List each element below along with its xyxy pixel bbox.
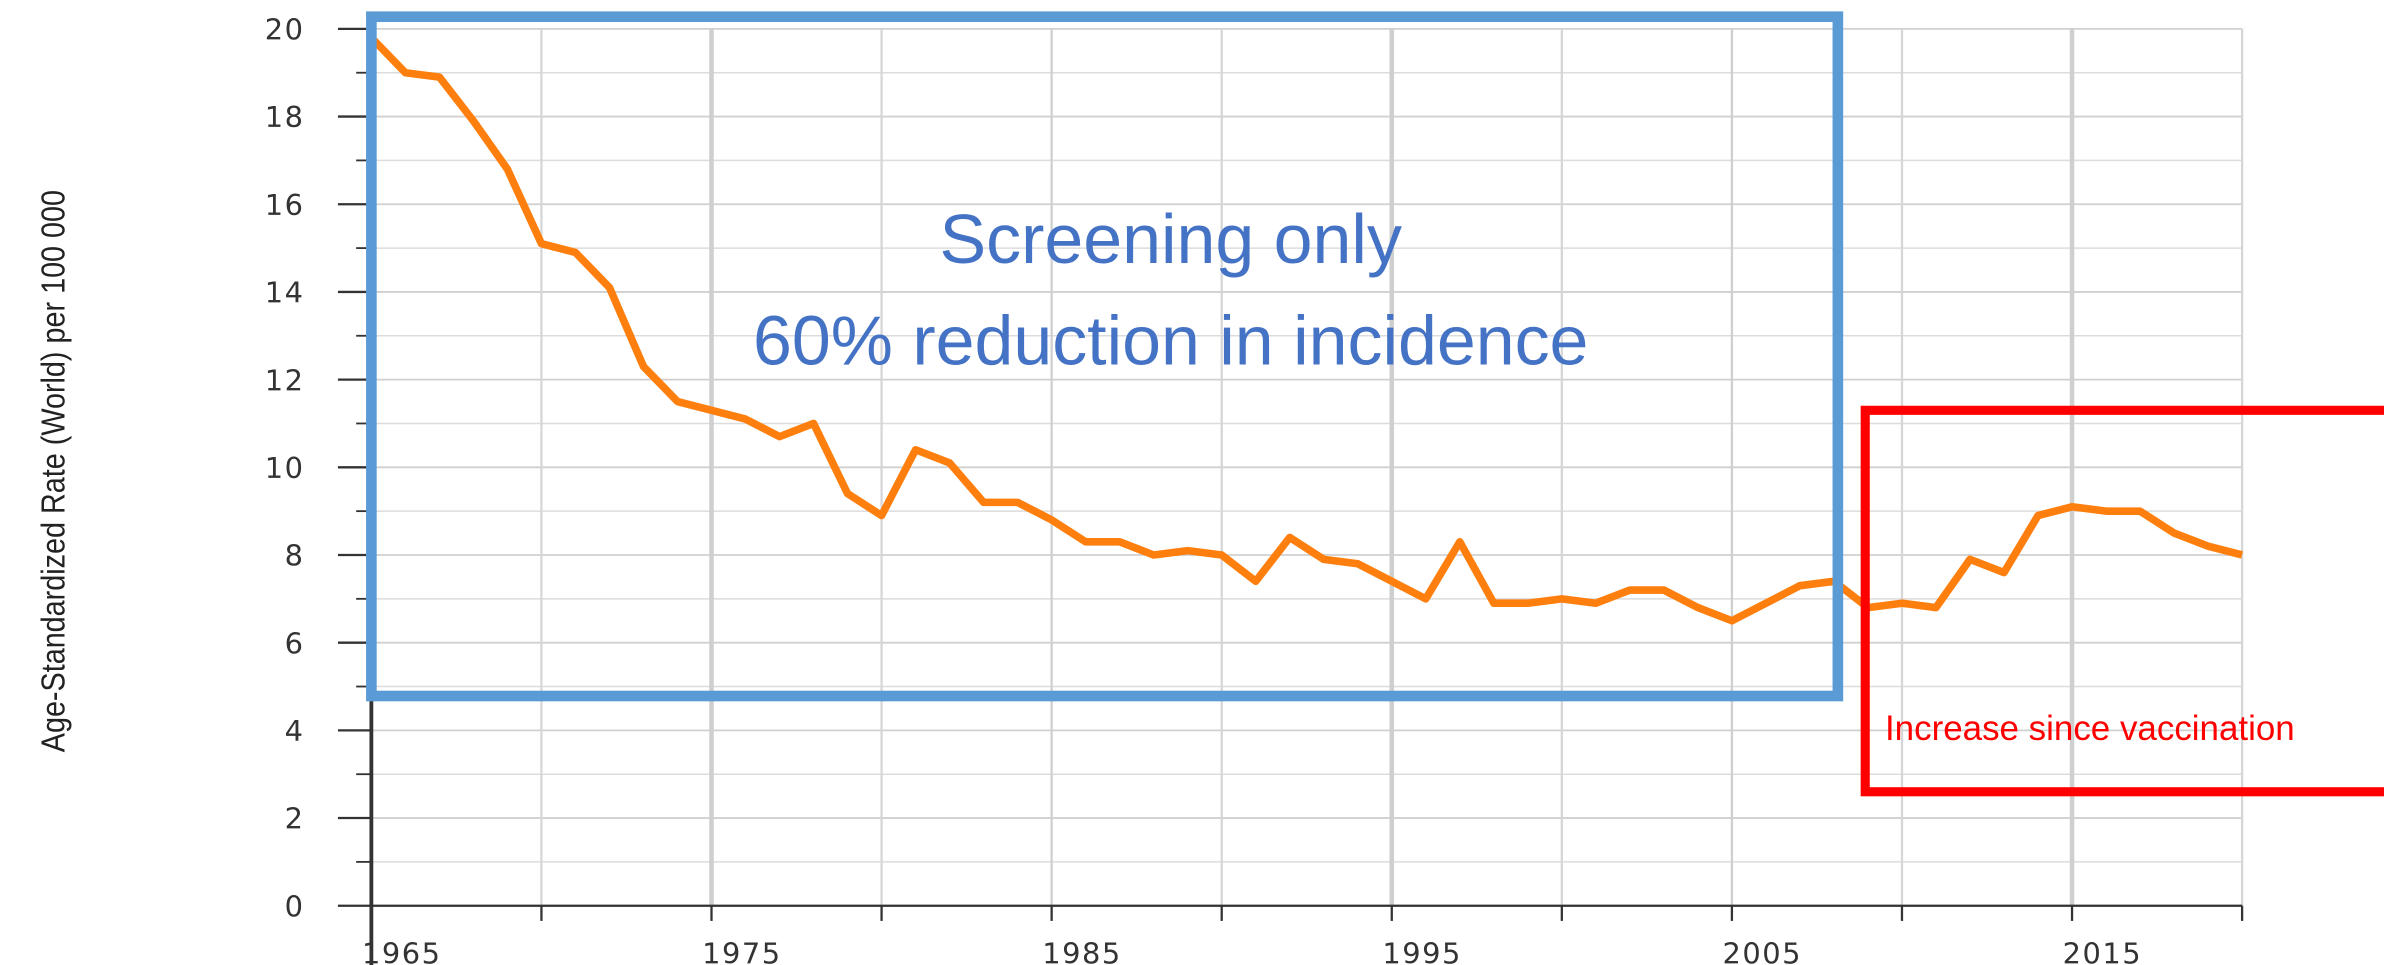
line: [368, 34, 2244, 625]
x-tick-label: 1985: [1042, 936, 1122, 965]
vaccination-box: [1860, 405, 2384, 797]
y-tick-label: 2: [285, 802, 305, 836]
y-tick-label: 20: [265, 13, 305, 47]
x-tick-label: 2015: [2063, 936, 2143, 965]
y-tick-label: 10: [265, 451, 305, 485]
y-tick-label: 6: [285, 626, 305, 660]
screening-box: [366, 11, 1844, 702]
y-tick-label: 14: [265, 276, 305, 310]
x-tick-label: 1995: [1382, 936, 1462, 965]
y-axis-label: Age-Standardized Rate (World) per 100 00…: [35, 190, 72, 752]
plot: [368, 34, 2244, 625]
x-tick-label: 1965: [362, 936, 442, 965]
x-tick-label: 1975: [702, 936, 782, 965]
annotation: Increase since vaccination: [1885, 709, 2295, 748]
x-tick-label: 2005: [1723, 936, 1803, 965]
y-tick-label: 16: [265, 188, 305, 222]
y-tick-label: 18: [265, 100, 305, 134]
y-tick-label: 8: [285, 539, 305, 573]
annotation: 60% reduction in incidence: [753, 302, 1588, 380]
annotation: Screening only: [940, 200, 1402, 278]
y-tick-label: 4: [285, 714, 305, 748]
grid: 0 2 4 6 8 10 12 14 16 18 20 1965 1975 1985 1995 2005 201…: [265, 13, 2244, 965]
y-tick-label: 12: [265, 363, 305, 397]
y-tick-label: 0: [285, 889, 305, 923]
